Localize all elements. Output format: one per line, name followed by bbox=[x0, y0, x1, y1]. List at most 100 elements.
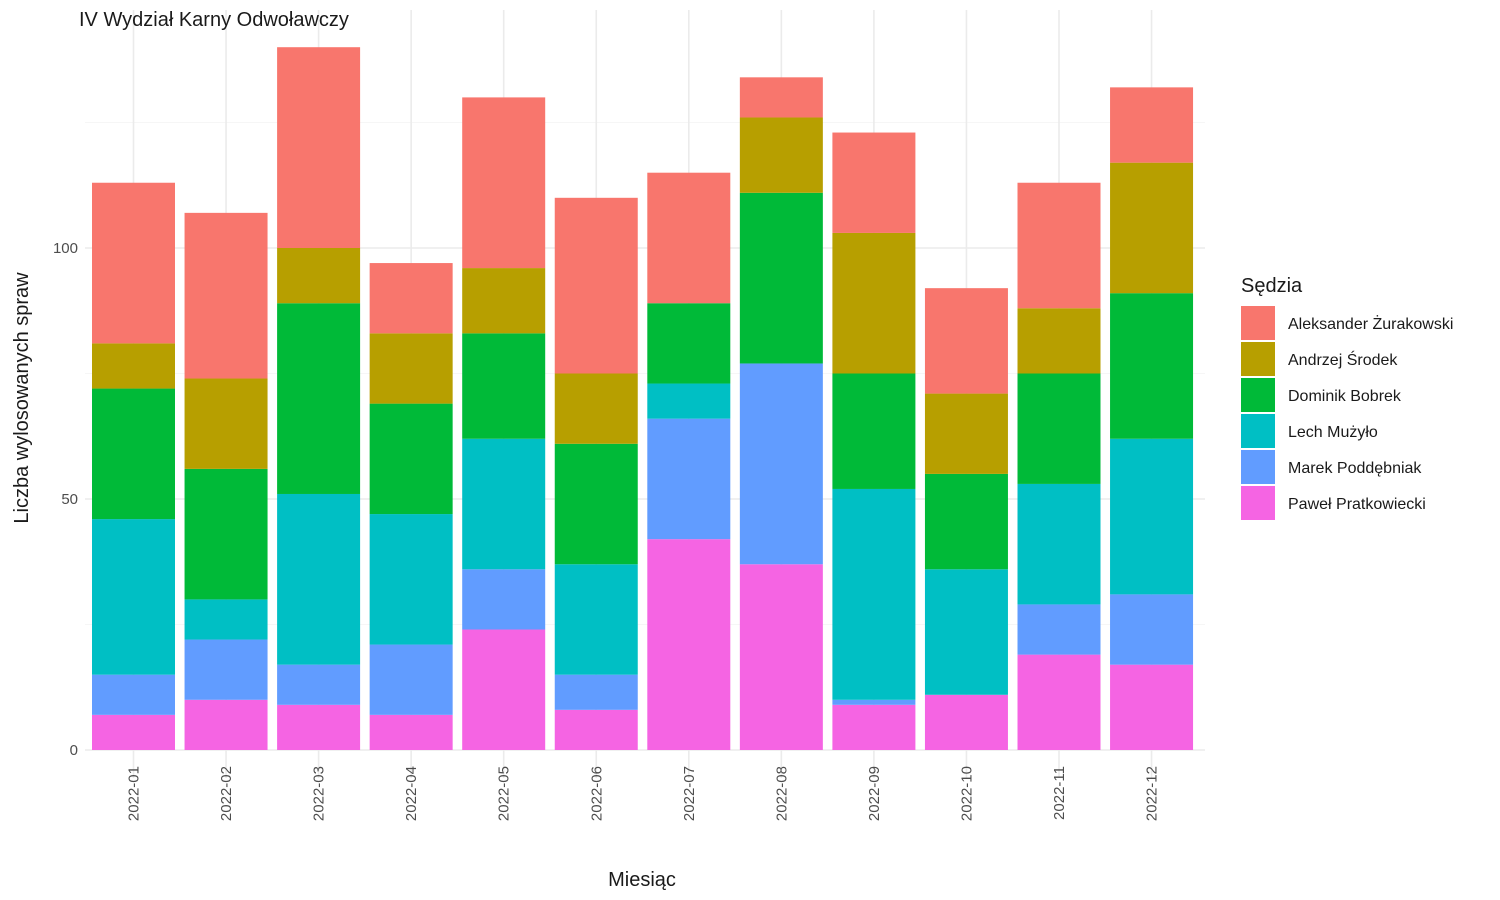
bar-segment bbox=[739, 77, 823, 118]
bar-segment bbox=[277, 704, 361, 750]
x-tick-label: 2022-02 bbox=[218, 766, 235, 821]
bar-segment bbox=[369, 333, 453, 404]
bar-segment bbox=[832, 488, 916, 700]
bar-segment bbox=[1110, 594, 1194, 665]
bar-segment bbox=[277, 248, 361, 304]
x-tick-label: 2022-07 bbox=[681, 766, 698, 821]
x-tick-label: 2022-10 bbox=[958, 766, 975, 821]
legend-label: Aleksander Żurakowski bbox=[1288, 314, 1453, 333]
bar-segment bbox=[1110, 87, 1194, 163]
bar-segment bbox=[1110, 162, 1194, 294]
bar-segment bbox=[832, 704, 916, 750]
bar-segment bbox=[647, 172, 731, 304]
bar-segment bbox=[924, 694, 1008, 750]
legend-label: Andrzej Środek bbox=[1288, 350, 1398, 369]
bar-segment bbox=[1017, 604, 1101, 655]
chart-title: IV Wydział Karny Odwoławczy bbox=[79, 9, 349, 31]
y-axis-title: Liczba wylosowanych spraw bbox=[11, 272, 33, 524]
bar-segment bbox=[92, 182, 175, 344]
bar-segment bbox=[1017, 308, 1101, 374]
bar-segment bbox=[554, 674, 638, 710]
bar-segment bbox=[1017, 182, 1101, 309]
bar-segment bbox=[647, 303, 731, 384]
bar-segment bbox=[1110, 438, 1194, 595]
bar-segment bbox=[739, 564, 823, 750]
legend-label: Lech Mużyło bbox=[1288, 424, 1378, 441]
bar-segment bbox=[92, 674, 175, 715]
legend-label: Dominik Bobrek bbox=[1288, 388, 1402, 405]
bar-segment bbox=[277, 303, 361, 494]
bar-segment bbox=[739, 117, 823, 193]
legend-swatch bbox=[1241, 378, 1275, 412]
bar-segment bbox=[184, 468, 268, 600]
bar-segment bbox=[739, 192, 823, 364]
bar-segment bbox=[924, 393, 1008, 474]
bar-segment bbox=[277, 47, 361, 249]
bar-segment bbox=[832, 232, 916, 374]
legend-swatch bbox=[1241, 306, 1275, 340]
bar-segment bbox=[92, 714, 175, 750]
bars bbox=[92, 47, 1194, 750]
bar-segment bbox=[554, 443, 638, 565]
bar-segment bbox=[92, 519, 175, 675]
bar-segment bbox=[1110, 293, 1194, 439]
bar-segment bbox=[462, 268, 546, 334]
bar-segment bbox=[462, 438, 546, 570]
legend-swatch bbox=[1241, 342, 1275, 376]
bar-segment bbox=[184, 599, 268, 640]
bar-segment bbox=[369, 263, 453, 334]
x-tick-label: 2022-04 bbox=[403, 766, 420, 821]
x-tick-label: 2022-08 bbox=[773, 766, 790, 821]
x-tick-label: 2022-09 bbox=[866, 766, 883, 821]
x-axis-title: Miesiąc bbox=[608, 869, 676, 891]
bar-segment bbox=[462, 629, 546, 750]
bar-segment bbox=[554, 564, 638, 675]
bar-segment bbox=[832, 699, 916, 705]
legend-swatch bbox=[1241, 486, 1275, 520]
bar-segment bbox=[462, 569, 546, 630]
bar-segment bbox=[924, 473, 1008, 570]
bar-segment bbox=[462, 333, 546, 439]
bar-segment bbox=[1017, 373, 1101, 484]
bar-segment bbox=[924, 288, 1008, 394]
bar-segment bbox=[647, 383, 731, 419]
x-tick-label: 2022-01 bbox=[126, 766, 143, 821]
bar-segment bbox=[184, 639, 268, 700]
bar-segment bbox=[1110, 664, 1194, 750]
legend-title: Sędzia bbox=[1241, 275, 1303, 297]
x-tick-labels: 2022-01 2022-02 2022-03 2022-04 2022-05 2022-… bbox=[126, 766, 1161, 821]
bar-segment bbox=[92, 343, 175, 389]
x-tick-label: 2022-05 bbox=[496, 766, 513, 821]
bar-segment bbox=[554, 373, 638, 444]
bar-segment bbox=[277, 664, 361, 705]
bar-segment bbox=[1017, 483, 1101, 605]
bar-segment bbox=[739, 363, 823, 565]
legend-swatch bbox=[1241, 414, 1275, 448]
legend: Sędzia Aleksander Żurakowski Andrzej Środ… bbox=[1241, 275, 1453, 520]
legend-label: Paweł Pratkowiecki bbox=[1288, 496, 1426, 513]
x-tick-label: 2022-12 bbox=[1144, 766, 1161, 821]
bar-segment bbox=[647, 418, 731, 540]
bar-segment bbox=[832, 132, 916, 233]
x-tick-label: 2022-03 bbox=[311, 766, 328, 821]
y-tick-labels: 0 50 100 bbox=[53, 240, 78, 759]
x-tick-label: 2022-06 bbox=[588, 766, 605, 821]
bar-segment bbox=[369, 714, 453, 750]
y-tick-label: 100 bbox=[53, 240, 78, 257]
bar-segment bbox=[554, 709, 638, 750]
bar-segment bbox=[184, 378, 268, 469]
bar-segment bbox=[277, 493, 361, 665]
bar-segment bbox=[369, 644, 453, 715]
x-tick-label: 2022-11 bbox=[1051, 766, 1068, 820]
bar-segment bbox=[554, 197, 638, 374]
bar-segment bbox=[184, 699, 268, 750]
bar-segment bbox=[369, 403, 453, 515]
bar-segment bbox=[924, 569, 1008, 695]
bar-segment bbox=[92, 388, 175, 520]
bar-segment bbox=[184, 212, 268, 379]
legend-label: Marek Poddębniak bbox=[1288, 460, 1422, 477]
bar-segment bbox=[462, 97, 546, 269]
bar-segment bbox=[647, 539, 731, 750]
bar-segment bbox=[369, 514, 453, 645]
